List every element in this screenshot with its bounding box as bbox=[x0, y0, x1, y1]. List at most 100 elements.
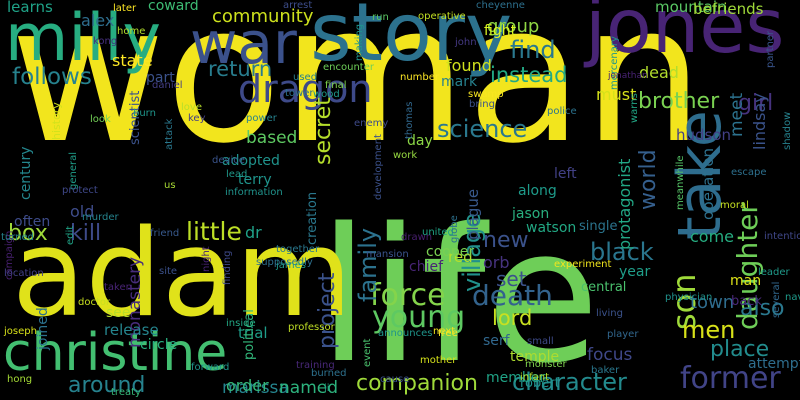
word-serf: serf bbox=[483, 333, 511, 349]
word-kill: kill bbox=[70, 221, 101, 246]
word-attempt: attempt bbox=[748, 356, 800, 372]
word-part: part bbox=[146, 70, 175, 86]
word-mansion: mansion bbox=[366, 249, 409, 260]
word-trial: trial bbox=[238, 324, 268, 342]
word-woman: woman bbox=[10, 0, 704, 185]
word-temple: temple bbox=[510, 349, 559, 365]
word-circle: circle bbox=[140, 337, 177, 353]
word-chief: chief bbox=[409, 259, 444, 275]
word-mother: mother bbox=[420, 355, 457, 366]
word-globe: globe bbox=[449, 215, 460, 243]
word-instead: instead bbox=[490, 63, 567, 87]
word-joseph: joseph bbox=[3, 326, 37, 337]
word-science: science bbox=[437, 115, 527, 143]
word-follows: follows bbox=[12, 64, 92, 90]
word-fight: fight bbox=[484, 23, 517, 39]
word-place: place bbox=[710, 337, 769, 362]
word-come: come bbox=[690, 227, 734, 246]
word-physician: physician bbox=[665, 292, 712, 303]
word-brother: brother bbox=[638, 89, 720, 114]
word-found: found bbox=[446, 56, 492, 75]
word-treaty: treaty bbox=[111, 387, 141, 398]
word-operation: operation bbox=[699, 148, 717, 220]
word-jason: jason bbox=[511, 206, 549, 222]
word-campaign: campaign bbox=[4, 231, 15, 280]
word-named: named bbox=[279, 378, 338, 398]
word-force: force bbox=[370, 278, 446, 313]
word-orb: orb bbox=[483, 253, 510, 272]
word-story: story bbox=[310, 0, 512, 79]
word-wood: wood bbox=[313, 89, 340, 100]
word-power: power bbox=[246, 113, 278, 124]
word-united: united bbox=[422, 227, 454, 238]
word-monastery: monastery bbox=[125, 257, 145, 348]
word-watson: watson bbox=[526, 220, 576, 236]
word-community: community bbox=[212, 6, 314, 27]
word-little: little bbox=[186, 217, 242, 246]
word-swamp: swamp bbox=[468, 89, 504, 100]
word-general: general bbox=[68, 152, 79, 190]
word-final: final bbox=[325, 80, 347, 91]
word-monster: monster bbox=[525, 359, 567, 370]
word-look: look bbox=[90, 114, 111, 125]
word-milly: milly bbox=[5, 1, 161, 76]
word-tower: tower bbox=[285, 88, 314, 99]
word-coward: coward bbox=[148, 0, 199, 14]
word-escape: escape bbox=[731, 167, 767, 178]
word-robert: robert bbox=[520, 376, 560, 391]
word-forward: forward bbox=[191, 362, 229, 373]
word-life: life bbox=[318, 188, 600, 400]
word-companion: companion bbox=[356, 371, 478, 396]
word-marissa: marissa bbox=[222, 378, 289, 398]
word-attack: attack bbox=[164, 118, 175, 150]
word-century: century bbox=[18, 146, 34, 200]
word-arrest: arrest bbox=[283, 0, 312, 11]
word-site: site bbox=[159, 266, 177, 277]
word-black: black bbox=[590, 238, 654, 266]
word-world: world bbox=[636, 149, 661, 210]
word-son: son bbox=[665, 273, 703, 330]
word-operative: operative bbox=[418, 11, 466, 22]
word-used: used bbox=[293, 72, 317, 83]
word-lead: lead bbox=[226, 169, 247, 180]
word-small: small bbox=[527, 336, 554, 347]
word-intention: intention bbox=[764, 231, 800, 242]
word-christine: christine bbox=[3, 323, 227, 383]
word-dragon: dragon bbox=[238, 67, 372, 111]
word-later: later bbox=[113, 3, 137, 14]
word-central: central bbox=[581, 280, 626, 295]
word-also: also bbox=[740, 296, 785, 321]
word-terry: terry bbox=[238, 172, 272, 188]
word-moral: moral bbox=[720, 200, 749, 211]
word-order: order bbox=[226, 376, 269, 395]
word-ii: ii bbox=[324, 383, 330, 394]
word-us: us bbox=[164, 180, 176, 191]
word-history: history bbox=[50, 102, 63, 140]
word-home: home bbox=[117, 26, 145, 37]
word-family: family bbox=[354, 228, 382, 302]
word-back: back bbox=[731, 294, 762, 309]
word-jonathan: jonathan bbox=[607, 71, 648, 81]
word-joined: joined bbox=[35, 307, 51, 351]
word-police: police bbox=[547, 106, 577, 117]
word-town: town bbox=[690, 292, 734, 313]
word-murder: murder bbox=[82, 212, 120, 223]
word-left: left bbox=[554, 166, 577, 182]
word-edit: edit bbox=[65, 226, 76, 245]
word-dead: dead bbox=[639, 63, 679, 82]
word-war: war bbox=[190, 9, 297, 77]
word-infant: infant bbox=[520, 372, 549, 383]
word-friend: friend bbox=[150, 228, 179, 239]
word-burned: burned bbox=[311, 368, 346, 379]
word-james: james bbox=[275, 260, 306, 271]
word-must: must bbox=[596, 85, 636, 104]
word-along: along bbox=[518, 183, 557, 199]
word-adopted: adopted bbox=[222, 153, 280, 169]
word-bring: bring bbox=[469, 99, 495, 110]
word-several: several bbox=[771, 282, 782, 318]
word-state: state bbox=[112, 51, 153, 70]
word-cheyenne: cheyenne bbox=[476, 0, 525, 11]
word-young: young bbox=[372, 300, 465, 335]
word-enemy: enemy bbox=[354, 118, 388, 129]
